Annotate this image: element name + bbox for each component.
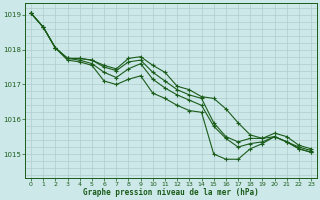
X-axis label: Graphe pression niveau de la mer (hPa): Graphe pression niveau de la mer (hPa) [83, 188, 259, 197]
